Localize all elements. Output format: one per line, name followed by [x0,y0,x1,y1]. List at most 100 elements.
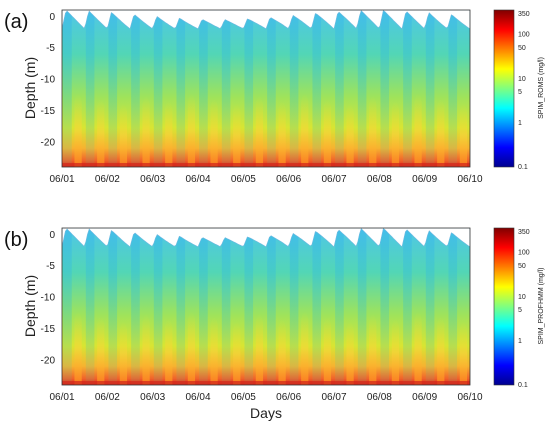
panel-a-ylabel: Depth (m) [22,57,38,119]
panel-b-xtick: 06/07 [321,392,346,403]
high-concentration-stripe [74,93,82,167]
panel-b-colorbar-tick: 5 [518,307,522,314]
high-concentration-stripe [119,103,128,167]
low-concentration-stripe [335,10,344,167]
panel-b-colorbar-tick: 350 [518,229,530,236]
low-concentration-stripe [267,228,276,385]
panel-a-colorbar: 350 100 50 10 5 1 0.1 SPIM_ROMS (mg/l) [493,9,545,171]
panel-a-xtick: 06/01 [49,174,74,185]
panel-a: (a) Depth (m) 0 -5 -10 -15 -20 06/01 06/… [4,9,545,185]
panel-b-stripes [62,228,470,385]
high-concentration-stripe [97,98,105,167]
panel-a-xtick: 06/06 [276,174,301,185]
low-concentration-stripe [289,10,299,167]
panel-a-xtick: 06/03 [140,174,165,185]
panel-a-xtick: 06/02 [95,174,120,185]
low-concentration-stripe [425,228,435,385]
high-concentration-stripe [414,311,422,385]
panel-b-colorbar-label: SPIM_PROFHMM (mg/l) [538,268,545,345]
low-concentration-stripe [425,10,435,167]
panel-b-colorbar-tick: 1 [518,338,522,345]
panel-b-xtick: 06/09 [412,392,437,403]
low-concentration-stripe [403,228,412,385]
high-concentration-stripe [233,321,241,385]
panel-a-colorbar-tick: 350 [518,11,530,18]
high-concentration-stripe [278,101,286,167]
panel-a-xtick: 06/08 [367,174,392,185]
panel-b-colorbar-tick: 0.1 [518,382,528,389]
high-concentration-stripe [74,311,82,385]
high-concentration-stripe [323,98,332,167]
low-concentration-stripe [85,10,95,167]
panel-b-xtick: 06/08 [367,392,392,403]
panel-b-surface-mask [62,228,470,248]
low-concentration-stripe [221,228,231,385]
panel-b: (b) Depth (m) 0 -5 -10 -15 -20 06/01 06/… [4,227,545,403]
low-concentration-stripe [199,228,208,385]
high-concentration-stripe [142,314,150,385]
panel-a-colorbar-label: SPIM_ROMS (mg/l) [538,57,545,119]
low-concentration-stripe [108,228,118,385]
low-concentration-stripe [380,228,390,385]
panel-a-xtick: 06/07 [321,174,346,185]
panel-a-ytick: -10 [41,75,56,86]
high-concentration-stripe [301,93,309,167]
panel-a-ytick: -20 [41,137,56,148]
panel-b-colorbar-tick: 10 [518,294,526,301]
low-concentration-stripe [448,10,458,167]
low-concentration-stripe [448,228,458,385]
high-concentration-stripe [278,319,286,385]
panel-b-ytick: 0 [49,230,55,241]
low-concentration-stripe [131,228,140,385]
panel-b-colorbar-ticks: 350 100 50 10 5 1 0.1 [518,229,530,389]
panel-a-colorbar-bar [493,9,515,168]
panel-a-ytick: 0 [49,12,55,23]
panel-b-axes-frame [61,227,471,386]
high-concentration-stripe [301,311,309,385]
low-concentration-stripe [244,228,254,385]
panel-b-heatmap-base [62,228,470,385]
panel-a-xtick: 06/09 [412,174,437,185]
high-concentration-stripe [210,98,218,167]
panel-b-heatmap [62,228,470,385]
panel-a-colorbar-ticks: 350 100 50 10 5 1 0.1 [518,11,530,171]
panel-a-xtick: 06/05 [231,174,256,185]
panel-b-ytick: -5 [46,261,55,272]
low-concentration-stripe [403,10,412,167]
low-concentration-stripe [221,10,231,167]
low-concentration-stripe [357,10,367,167]
high-concentration-stripe [233,103,241,167]
panel-a-colorbar-tick: 50 [518,45,526,52]
low-concentration-stripe [63,10,72,167]
high-concentration-stripe [323,316,332,385]
low-concentration-stripe [63,228,72,385]
high-concentration-stripe [459,321,468,385]
panel-b-xtick: 06/01 [49,392,74,403]
panel-a-xtick: 06/04 [185,174,210,185]
panel-b-ytick: -15 [41,324,56,335]
high-concentration-stripe [255,314,264,385]
panel-b-xtick: 06/05 [231,392,256,403]
high-concentration-stripe [187,311,196,385]
panel-b-ytick: -20 [41,355,56,366]
low-concentration-stripe [380,10,390,167]
high-concentration-stripe [459,103,468,167]
panel-a-axes-frame [61,9,471,168]
high-concentration-stripe [255,96,264,167]
panel-a-heatmap [62,10,470,167]
panel-a-ytick: -5 [46,43,55,54]
low-concentration-stripe [357,228,367,385]
low-concentration-stripe [85,228,95,385]
panel-a-yticks: 0 -5 -10 -15 -20 [41,12,56,149]
high-concentration-stripe [346,103,354,167]
high-concentration-stripe [414,93,422,167]
bottom-high-concentration-layer [62,163,470,167]
panel-a-xticks: 06/01 06/02 06/03 06/04 06/05 06/06 06/0… [49,174,482,185]
panel-b-colorbar-bar [493,227,515,386]
high-concentration-stripe [142,96,150,167]
low-concentration-stripe [176,228,186,385]
panel-b-letter: (b) [4,229,28,251]
low-concentration-stripe [108,10,118,167]
high-concentration-stripe [97,316,105,385]
